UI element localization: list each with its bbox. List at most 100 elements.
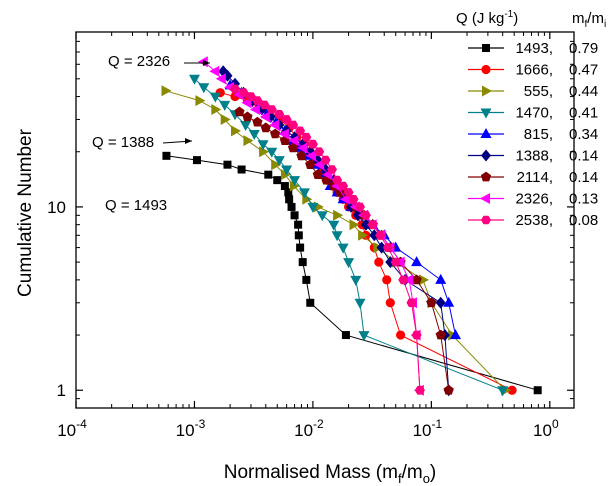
annotations: Q = 2326 Q = 1388 Q = 1493 [92, 53, 210, 214]
data-point-2326 [269, 119, 280, 131]
data-point-555 [333, 209, 344, 221]
series-line-2538 [234, 88, 421, 391]
data-point-1493 [280, 182, 289, 191]
data-point-1493 [294, 220, 303, 229]
data-point-1470 [337, 243, 349, 254]
data-point-2538 [406, 298, 417, 308]
legend-item-1470: 1470, 0.41 [468, 105, 598, 122]
data-point-555 [358, 229, 369, 241]
data-point-1470 [350, 275, 362, 286]
data-point-1388 [360, 218, 371, 231]
data-point-1470 [248, 130, 260, 140]
data-point-1493 [341, 331, 350, 340]
data-point-2538 [259, 100, 270, 110]
data-point-1470 [257, 140, 269, 151]
y-tick-label: 10 [47, 198, 66, 217]
data-point-2326 [288, 135, 299, 147]
series-2538 [230, 84, 425, 395]
data-point-2538 [398, 275, 409, 285]
legend-item-2538: 2538, 0.08 [468, 212, 598, 229]
data-point-1470 [289, 176, 301, 187]
data-point-1493 [192, 156, 201, 165]
data-point-2114 [260, 122, 271, 133]
data-point-1493 [162, 151, 171, 160]
legend-series-name: 2538, [515, 212, 553, 229]
x-tick-label: 10-3 [176, 417, 206, 440]
data-point-1493 [284, 188, 293, 197]
legend-swatch-marker [481, 215, 491, 225]
data-point-1666 [374, 257, 384, 267]
data-point-2538 [414, 385, 425, 395]
data-point-2538 [338, 181, 349, 191]
plot-area-border [75, 31, 575, 409]
data-point-2538 [320, 155, 331, 165]
data-point-1470 [343, 258, 355, 269]
data-point-1493 [223, 160, 232, 169]
data-point-2114 [242, 111, 253, 122]
data-point-2538 [295, 126, 306, 136]
data-point-555 [259, 146, 270, 158]
legend-series-name: 2326, [515, 191, 553, 208]
data-point-2326 [278, 128, 289, 140]
data-point-555 [231, 125, 241, 137]
data-point-2114 [270, 128, 281, 139]
legend-series-name: 815, [524, 126, 553, 143]
data-point-1470 [219, 100, 231, 111]
data-point-2538 [281, 115, 292, 124]
data-point-2538 [246, 92, 256, 101]
legend-item-1493: 1493, 0.79 [468, 40, 598, 57]
data-point-1493 [298, 258, 307, 267]
x-tick-label: 10-1 [413, 417, 443, 440]
data-point-2538 [382, 243, 393, 252]
series-layer [161, 56, 542, 397]
data-point-2538 [238, 88, 249, 97]
data-point-2114 [312, 169, 323, 179]
data-point-2114 [426, 297, 437, 308]
y-tick-label: 1 [57, 381, 66, 400]
series-555 [161, 85, 512, 396]
data-point-2538 [411, 330, 422, 340]
data-point-1666 [385, 298, 395, 308]
data-point-2114 [435, 329, 446, 340]
data-point-1470 [281, 165, 293, 176]
data-point-2538 [332, 175, 343, 185]
data-point-2326 [305, 150, 316, 162]
data-point-2114 [234, 106, 245, 117]
data-point-555 [220, 114, 231, 125]
data-point-1493 [285, 195, 294, 204]
legend-series-ratio: 0.47 [569, 62, 598, 79]
annotation-label: Q = 1493 [105, 197, 167, 214]
data-point-1493 [290, 211, 299, 220]
series-line-555 [165, 90, 506, 391]
data-point-2326 [249, 104, 260, 115]
data-point-1493 [533, 386, 542, 395]
data-point-1493 [264, 170, 273, 179]
data-point-2114 [305, 159, 316, 169]
data-point-1470 [209, 92, 221, 103]
legend-swatch-marker [481, 149, 491, 162]
legend-item-2114: 2114, 0.14 [468, 169, 598, 186]
legend-series-name: 2114, [517, 169, 553, 186]
data-point-555 [419, 274, 429, 286]
data-point-1388 [376, 241, 387, 254]
data-point-815 [443, 296, 455, 307]
data-point-555 [349, 219, 360, 231]
data-point-555 [271, 159, 282, 171]
data-point-1470 [328, 220, 340, 231]
plot-frame [75, 31, 575, 409]
data-point-2538 [327, 165, 337, 174]
data-point-1666 [507, 385, 517, 395]
data-point-1470 [189, 74, 200, 85]
data-point-1493 [294, 231, 303, 240]
data-point-1493 [306, 298, 315, 307]
data-point-1470 [198, 83, 210, 94]
data-point-1470 [331, 231, 343, 242]
series-1470 [189, 74, 509, 397]
annotation-arrowhead [203, 60, 210, 66]
data-point-1470 [497, 386, 509, 397]
legend-swatch-marker [480, 193, 490, 204]
data-point-1470 [266, 147, 278, 158]
data-point-2538 [288, 120, 299, 130]
data-point-2538 [355, 202, 365, 212]
